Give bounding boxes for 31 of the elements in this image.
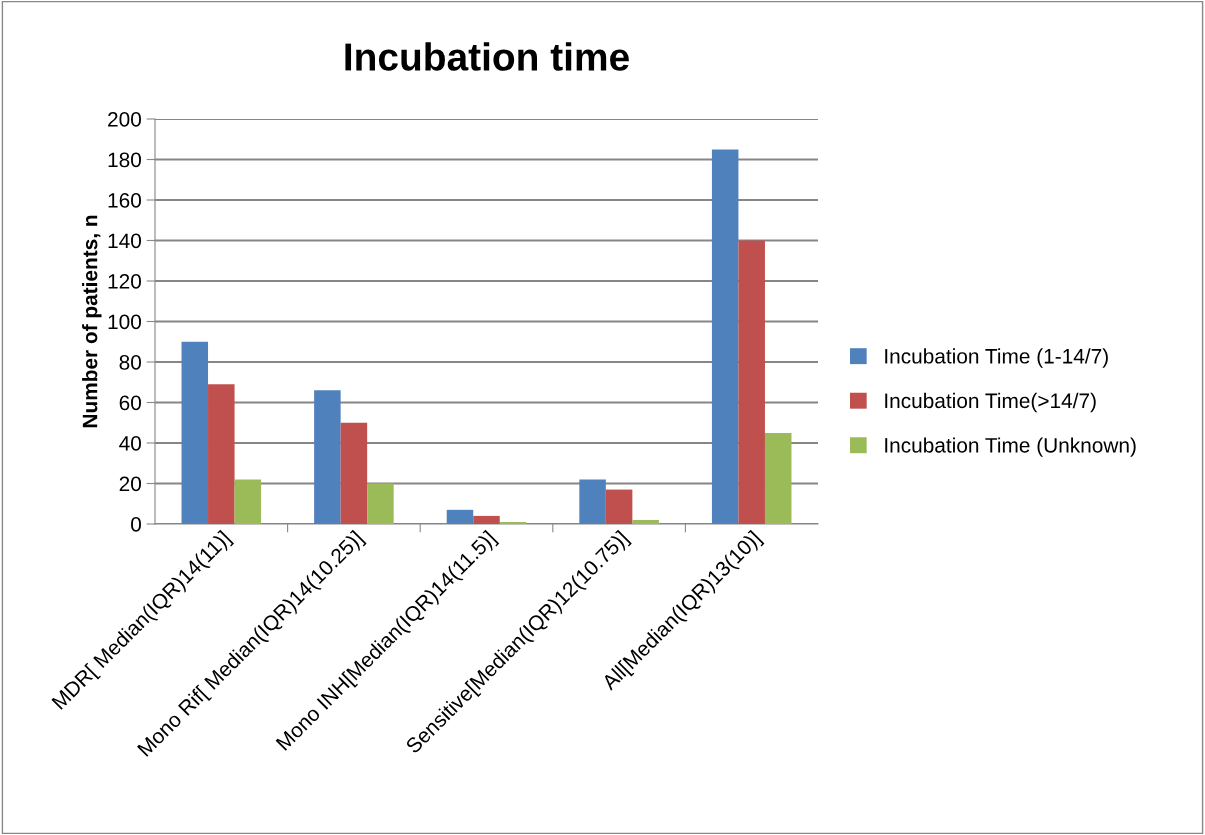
y-tick-label: 160 (108, 193, 141, 208)
bar (711, 149, 739, 524)
y-tick-label: 60 (119, 395, 141, 411)
bar (579, 479, 606, 524)
bar (314, 390, 341, 524)
y-tick-label: 80 (119, 355, 141, 370)
y-tick-label: 140 (108, 233, 141, 249)
legend-label: Incubation Time (Unknown) (885, 437, 1136, 457)
y-tick-label: 180 (108, 152, 141, 168)
bar (340, 422, 368, 524)
y-tick-label: 200 (108, 112, 141, 127)
bar (632, 519, 659, 524)
bar (764, 432, 792, 524)
y-tick-label: 40 (119, 436, 141, 451)
y-tick-label: 120 (108, 274, 141, 289)
y-axis-title: Number of patients, n (82, 215, 102, 428)
bar (473, 515, 500, 524)
bar (499, 521, 527, 524)
bar (234, 479, 262, 524)
bar (367, 483, 394, 524)
bar (181, 341, 209, 524)
bar (208, 384, 235, 524)
y-tick-label: 0 (131, 517, 141, 532)
legend-label: Incubation Time(>14/7) (885, 392, 1096, 413)
y-tick-label: 100 (108, 314, 141, 330)
legend-label: Incubation Time (1-14/7) (885, 348, 1108, 368)
bar (605, 489, 633, 524)
bar (738, 240, 765, 524)
y-tick-label: 20 (119, 476, 141, 492)
chart-title: Incubation time (345, 42, 629, 71)
bar (446, 509, 474, 524)
